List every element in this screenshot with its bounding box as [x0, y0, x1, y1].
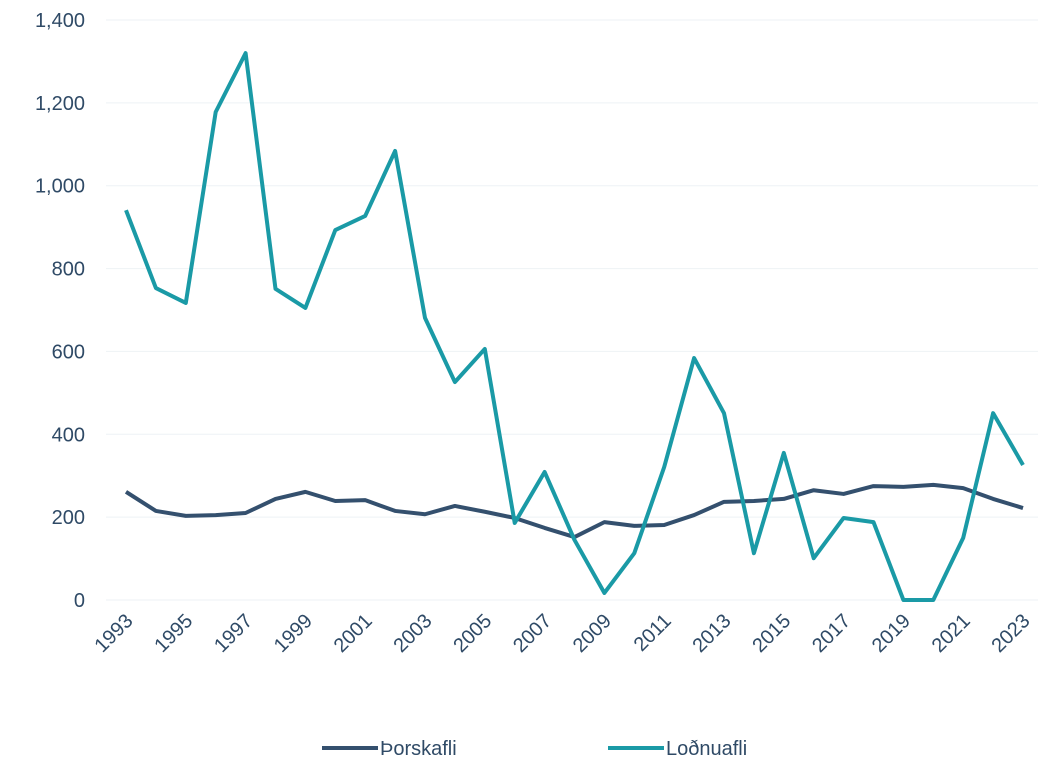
y-tick-label: 600: [52, 341, 85, 363]
x-tick-label: 2007: [509, 610, 556, 657]
x-tick-label: 2005: [449, 610, 496, 657]
y-tick-label: 400: [52, 424, 85, 446]
x-tick-label: 1999: [270, 610, 317, 657]
x-tick-label: 2021: [928, 610, 975, 657]
x-tick-label: 1993: [91, 610, 138, 657]
y-tick-label: 0: [74, 590, 85, 612]
x-tick-label: 2009: [569, 610, 616, 657]
legend-label: Þorskafli: [380, 738, 457, 760]
x-tick-label: 2001: [330, 610, 377, 657]
x-tick-label: 2013: [689, 610, 736, 657]
x-tick-label: 2019: [868, 610, 915, 657]
y-tick-label: 200: [52, 507, 85, 529]
series-line: [124, 482, 1024, 540]
x-tick-label: 2023: [988, 610, 1035, 657]
series-line: [124, 51, 1025, 602]
y-tick-label: 1,200: [35, 93, 85, 115]
x-tick-label: 2017: [808, 610, 855, 657]
y-tick-label: 1,000: [35, 176, 85, 198]
x-tick-label: 1995: [150, 610, 197, 657]
y-tick-label: 800: [52, 259, 85, 281]
legend-label: Loðnuafli: [666, 738, 747, 760]
x-tick-label: 2015: [748, 610, 795, 657]
x-tick-label: 2003: [390, 610, 437, 657]
x-tick-label: 1997: [210, 610, 257, 657]
y-tick-label: 1,400: [35, 10, 85, 32]
x-tick-label: 2011: [630, 610, 676, 656]
